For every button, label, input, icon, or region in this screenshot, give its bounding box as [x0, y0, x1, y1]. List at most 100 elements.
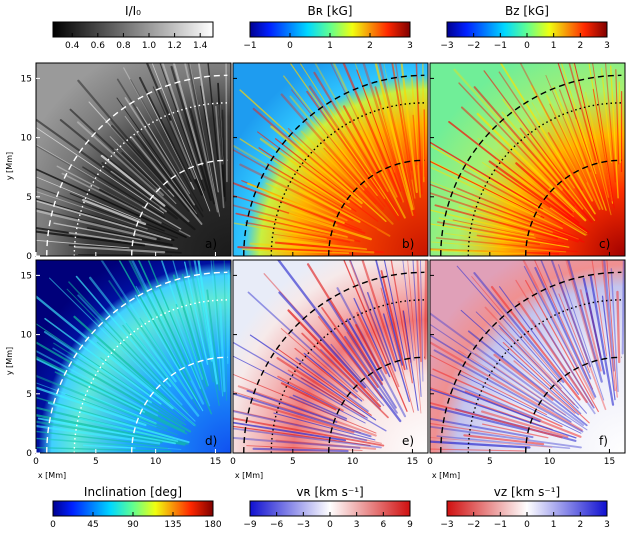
panel-d-frame	[35, 259, 232, 454]
y-axis-label-top: y [Mm]	[5, 152, 14, 180]
panel-a-frame	[35, 62, 232, 257]
contour-dashed	[46, 271, 228, 453]
colorbar-tick-label: −3	[297, 520, 310, 530]
panel-f-frame	[429, 259, 626, 454]
x-tick-label: 0	[33, 457, 39, 467]
colorbar-tick-label: 1.4	[193, 41, 208, 51]
x-tick-label: 15	[604, 457, 615, 467]
colorbar-tick-label: −2	[467, 520, 480, 530]
colorbar-top-1-title: I/I₀	[125, 4, 141, 18]
colorbar-tick-label: −9	[243, 520, 257, 530]
colorbar-top-2: Bʀ [kG] −1 0 1 2 3	[243, 4, 413, 51]
colorbar-tick-label: 180	[204, 520, 221, 530]
colorbar-bottom-3: vᴢ [km s⁻¹] −3 −2 −1 0 1 2 3	[440, 485, 610, 530]
colorbar-tick-label: 0.4	[65, 41, 80, 51]
panel-c-frame	[429, 62, 626, 257]
contour-dashed	[243, 271, 425, 453]
colorbar-tick-label: 90	[127, 520, 139, 530]
colorbar-tick-label: 0.8	[116, 41, 131, 51]
colorbar-bottom-2: vʀ [km s⁻¹] −9 −6 −3 0 3 6 9	[243, 485, 413, 530]
x-tick-label: 5	[290, 457, 296, 467]
contour-dashed	[131, 159, 228, 256]
x-axis-label-2: x [Mm]	[235, 471, 263, 480]
colorbar-top-1: I/I₀ 0.4 0.6 0.8 1.0 1.2 1.4	[52, 4, 214, 51]
y-tick-label: 15	[21, 271, 32, 281]
x-tick-label: 15	[210, 457, 221, 467]
colorbar-tick-label: 9	[407, 520, 413, 530]
y-tick-label: 15	[21, 74, 32, 84]
contour-dashed	[46, 74, 228, 256]
colorbar-tick-label: −1	[494, 41, 507, 51]
panel-d: 0 5 10 15 0 5 10 15 d)	[21, 259, 232, 467]
colorbar-tick-label: 2	[577, 520, 583, 530]
colorbar-top-2-title: Bʀ [kG]	[308, 4, 353, 18]
colorbar-tick-label: 0	[287, 41, 293, 51]
panel-label-c: c)	[599, 237, 610, 251]
y-tick-label: 10	[21, 134, 33, 144]
colorbar-tick-label: 0	[327, 520, 333, 530]
y-tick-label: 0	[26, 449, 32, 459]
colorbar-tick-label: 1	[327, 41, 333, 51]
x-tick-label: 5	[487, 457, 493, 467]
x-tick-label: 10	[544, 457, 556, 467]
contour-dashed	[328, 356, 425, 453]
x-tick-label: 5	[93, 457, 99, 467]
panel-label-b: b)	[402, 237, 414, 251]
contour-dashed	[440, 74, 622, 256]
colorbar-tick-label: 45	[87, 520, 98, 530]
colorbar-tick-label: −1	[494, 520, 507, 530]
panel-b-frame	[232, 62, 429, 257]
x-tick-label: 15	[407, 457, 418, 467]
y-tick-label: 5	[26, 193, 32, 203]
colorbar-tick-label: −1	[243, 41, 256, 51]
contour-dashed	[328, 159, 425, 256]
panel-e-filaments	[233, 260, 428, 453]
colorbar-tick-label: −3	[440, 41, 453, 51]
panel-label-d: d)	[205, 434, 217, 448]
colorbar-tick-label: 6	[380, 520, 386, 530]
contour-dashed	[525, 159, 622, 256]
colorbar-top-3: Bᴢ [kG] −3 −2 −1 0 1 2 3	[440, 4, 610, 51]
colorbar-top-3-title: Bᴢ [kG]	[505, 4, 549, 18]
y-tick-label: 10	[21, 331, 33, 341]
colorbar-top-1-ramp	[52, 21, 214, 38]
panel-e-frame	[232, 259, 429, 454]
panel-c: c)	[429, 62, 626, 257]
colorbar-tick-label: −3	[440, 520, 453, 530]
panel-c-filaments	[430, 63, 623, 255]
panel-a-filaments	[36, 63, 228, 256]
colorbar-tick-label: 1.0	[142, 41, 157, 51]
panel-label-a: a)	[205, 237, 217, 251]
colorbar-tick-label: 0	[50, 520, 56, 530]
x-tick-label: 10	[347, 457, 359, 467]
y-axis-label-bottom: y [Mm]	[5, 347, 14, 375]
panel-f: 0 5 10 15 f)	[427, 259, 626, 467]
colorbar-tick-label: −6	[270, 520, 284, 530]
x-axis-label-1: x [Mm]	[38, 471, 66, 480]
x-axis-label-3: x [Mm]	[432, 471, 460, 480]
x-tick-label: 10	[150, 457, 162, 467]
colorbar-tick-label: 3	[407, 41, 413, 51]
colorbar-tick-label: 2	[577, 41, 583, 51]
colorbar-bottom-1-title: Inclination [deg]	[84, 485, 182, 499]
panel-e: 0 5 10 15 e)	[230, 259, 429, 467]
panel-d-filaments	[36, 260, 229, 453]
colorbar-tick-label: 3	[604, 520, 610, 530]
colorbar-bottom-3-title: vᴢ [km s⁻¹]	[494, 485, 560, 499]
colorbar-tick-label: 0.6	[91, 41, 106, 51]
x-tick-label: 0	[230, 457, 236, 467]
panel-b: b)	[232, 62, 429, 257]
y-tick-label: 5	[26, 390, 32, 400]
panel-b-filaments	[233, 63, 425, 255]
colorbar-bottom-2-title: vʀ [km s⁻¹]	[296, 485, 363, 499]
colorbar-tick-label: 3	[354, 520, 360, 530]
colorbar-tick-label: 1.2	[167, 41, 181, 51]
contour-dashed	[243, 74, 425, 256]
colorbar-tick-label: 3	[604, 41, 610, 51]
colorbar-tick-label: 2	[367, 41, 373, 51]
panel-label-e: e)	[402, 434, 414, 448]
colorbar-tick-label: −2	[467, 41, 480, 51]
colorbar-tick-label: 1	[551, 41, 557, 51]
contour-dashed	[440, 271, 622, 453]
